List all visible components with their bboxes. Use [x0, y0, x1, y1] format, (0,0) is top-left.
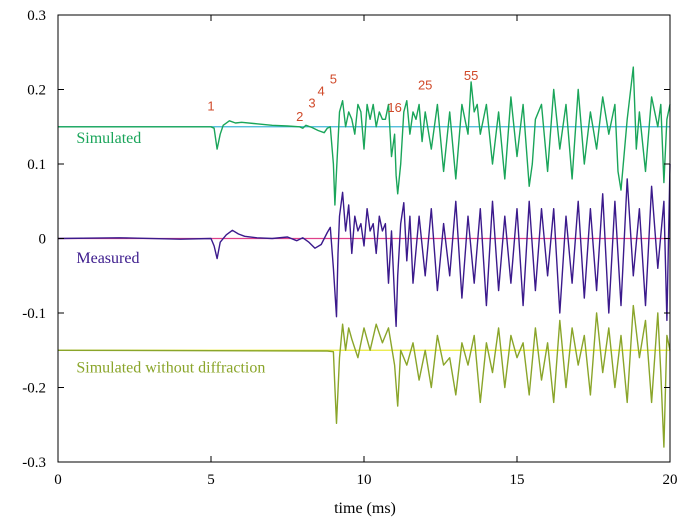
series-line-3	[57, 304, 671, 448]
ticks-group: 0 5 10 15 200.30.20.10-0.1-0.2-0.3	[22, 8, 677, 488]
peak-annotation: 1	[207, 98, 214, 113]
series-line-2	[57, 163, 671, 328]
peak-annotation: 2	[296, 109, 303, 124]
y-tick-label: 0.2	[27, 83, 46, 99]
peak-annotation: 55	[464, 68, 478, 83]
x-tick-label: 10	[357, 472, 372, 488]
y-tick-label: 0.3	[27, 8, 46, 24]
y-tick-label: -0.1	[22, 306, 46, 322]
y-tick-label: -0.2	[22, 381, 46, 397]
series-labels: Simulated Measured Simulated without diffr…	[76, 130, 265, 376]
series-label: Measured	[76, 250, 139, 267]
peak-annotation: 3	[308, 95, 315, 110]
series-label: Simulated without diffraction	[76, 360, 265, 377]
y-tick-label: -0.3	[22, 455, 46, 471]
series-group	[57, 66, 671, 448]
y-tick-label: 0	[39, 232, 47, 248]
peak-annotation: 5	[330, 72, 337, 87]
x-tick-label: 5	[207, 472, 215, 488]
peak-annotation: 25	[418, 78, 432, 93]
series-line-1	[58, 66, 671, 206]
x-tick-label: 0	[54, 472, 62, 488]
peak-annotation: 16	[387, 100, 401, 115]
peak-annotation: 4	[318, 83, 325, 98]
x-tick-label: 20	[663, 472, 678, 488]
x-tick-label: 15	[510, 472, 525, 488]
x-axis-title: time (ms)	[334, 500, 396, 517]
y-tick-label: 0.1	[27, 157, 46, 173]
series-label: Simulated	[76, 130, 141, 147]
